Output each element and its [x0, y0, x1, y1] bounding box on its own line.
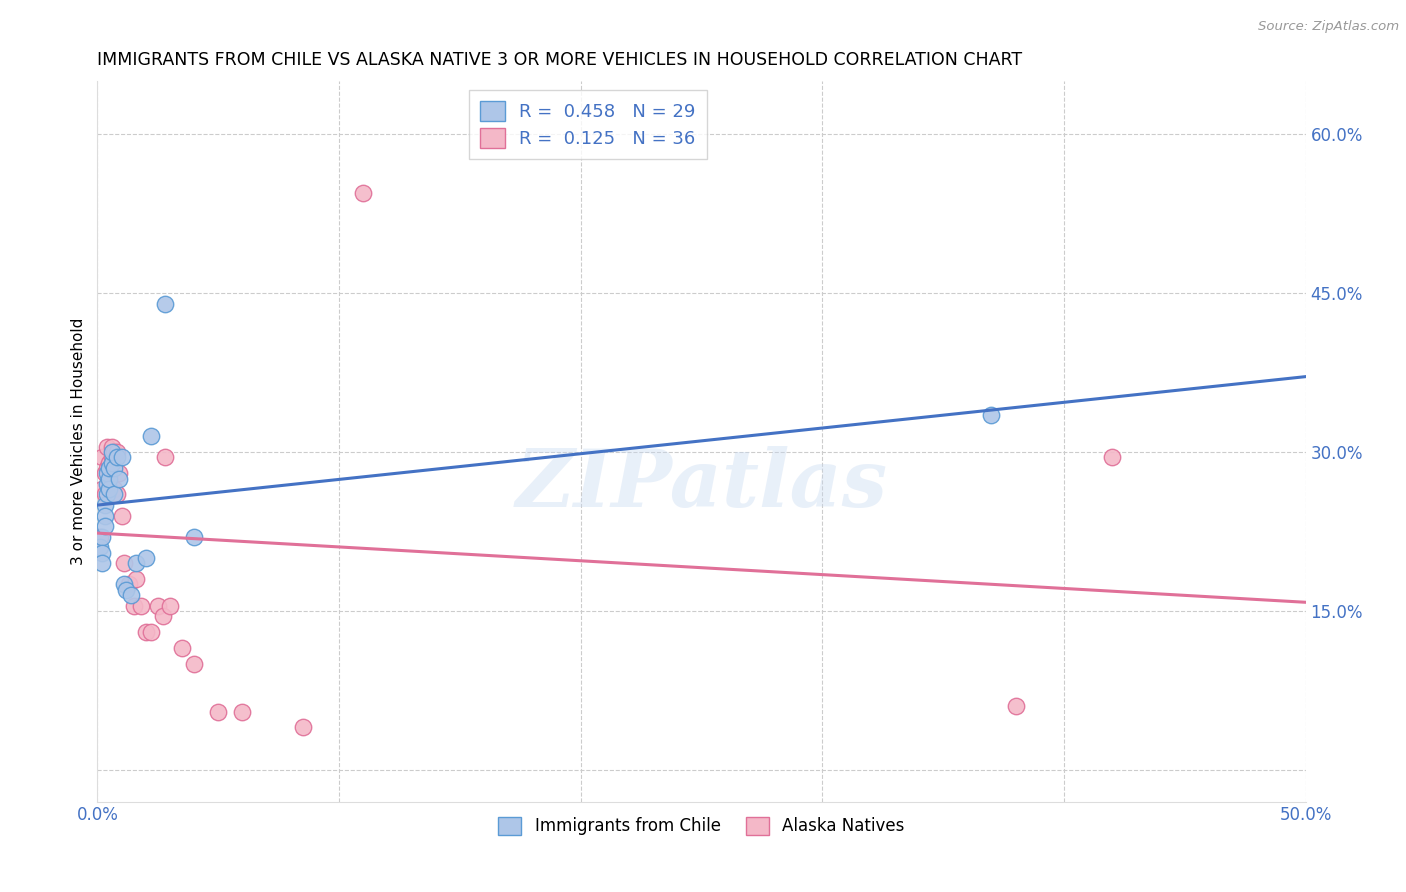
- Point: [112, 577, 135, 591]
- Point: [118, 577, 141, 591]
- Point: [139, 625, 162, 640]
- Point: [159, 599, 181, 613]
- Point: [110, 508, 132, 523]
- Point: [153, 450, 176, 465]
- Point: [183, 530, 205, 544]
- Y-axis label: 3 or more Vehicles in Household: 3 or more Vehicles in Household: [72, 318, 86, 566]
- Point: [152, 609, 174, 624]
- Point: [93, 508, 115, 523]
- Point: [91, 450, 114, 465]
- Point: [93, 487, 115, 501]
- Point: [96, 487, 118, 501]
- Point: [101, 456, 124, 470]
- Point: [105, 487, 128, 501]
- Point: [291, 721, 314, 735]
- Point: [103, 482, 125, 496]
- Point: [129, 599, 152, 613]
- Point: [125, 556, 148, 570]
- Point: [352, 186, 374, 200]
- Point: [105, 450, 128, 465]
- Point: [231, 705, 253, 719]
- Point: [105, 445, 128, 459]
- Point: [139, 429, 162, 443]
- Point: [98, 482, 121, 496]
- Point: [96, 476, 118, 491]
- Point: [93, 467, 115, 481]
- Point: [93, 519, 115, 533]
- Point: [120, 588, 142, 602]
- Point: [115, 582, 138, 597]
- Point: [122, 599, 145, 613]
- Point: [980, 408, 1002, 422]
- Point: [103, 461, 125, 475]
- Point: [183, 657, 205, 671]
- Point: [110, 450, 132, 465]
- Point: [135, 551, 157, 566]
- Point: [96, 461, 118, 475]
- Point: [98, 461, 121, 475]
- Point: [103, 445, 125, 459]
- Point: [93, 498, 115, 512]
- Point: [125, 572, 148, 586]
- Point: [91, 482, 114, 496]
- Point: [1101, 450, 1123, 465]
- Point: [146, 599, 169, 613]
- Legend: Immigrants from Chile, Alaska Natives: Immigrants from Chile, Alaska Natives: [489, 808, 912, 844]
- Point: [98, 456, 121, 470]
- Point: [91, 556, 114, 570]
- Point: [89, 541, 111, 555]
- Point: [98, 471, 121, 485]
- Point: [101, 440, 124, 454]
- Point: [153, 297, 176, 311]
- Text: IMMIGRANTS FROM CHILE VS ALASKA NATIVE 3 OR MORE VEHICLES IN HOUSEHOLD CORRELATI: IMMIGRANTS FROM CHILE VS ALASKA NATIVE 3…: [97, 51, 1022, 69]
- Point: [1004, 699, 1026, 714]
- Point: [135, 625, 157, 640]
- Point: [108, 471, 131, 485]
- Point: [98, 476, 121, 491]
- Point: [207, 705, 229, 719]
- Point: [96, 440, 118, 454]
- Point: [91, 530, 114, 544]
- Point: [96, 467, 118, 481]
- Text: Source: ZipAtlas.com: Source: ZipAtlas.com: [1258, 20, 1399, 33]
- Point: [108, 467, 131, 481]
- Point: [112, 556, 135, 570]
- Point: [91, 546, 114, 560]
- Point: [170, 640, 193, 655]
- Text: ZIPatlas: ZIPatlas: [516, 446, 887, 524]
- Point: [103, 487, 125, 501]
- Point: [89, 530, 111, 544]
- Point: [101, 450, 124, 465]
- Point: [101, 445, 124, 459]
